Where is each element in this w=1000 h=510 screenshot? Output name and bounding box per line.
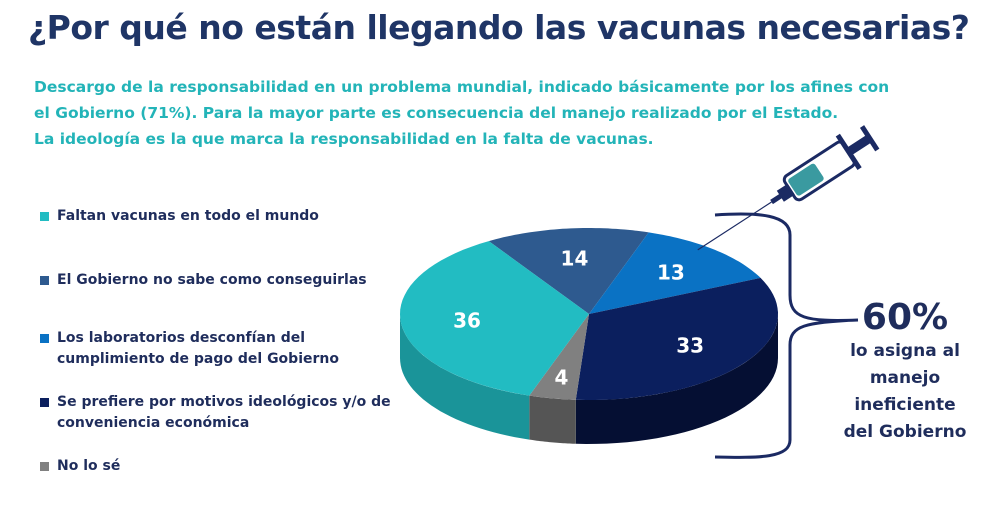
legend-item: El Gobierno no sabe como conseguirlas [40,270,420,291]
annotation-line: lo asigna al [850,341,960,361]
annotation-percent: 60% [861,297,949,338]
pie-side [575,314,778,444]
subtitle-line: La ideología es la que marca la responsa… [34,130,654,148]
legend-swatch [40,276,49,285]
subtitle: Descargo de la responsabilidad en un pro… [34,74,889,152]
annotation-line: manejo [869,368,941,388]
brace [714,212,859,459]
annotation-line: del Gobierno [843,422,967,442]
legend-swatch [40,334,49,343]
legend-item: Faltan vacunas en todo el mundo [40,206,420,227]
annotation-line: ineficiente [854,395,956,415]
pie-slice [529,314,589,400]
data-label: 13 [657,260,685,284]
pie-side [400,314,530,440]
legend-label: Los laboratorios desconfían del cumplimie… [57,330,339,367]
pie-slice [400,241,589,396]
data-label: 36 [453,309,481,333]
data-label: 4 [555,365,569,389]
legend-label: Se prefiere por motivos ideológicos y/o … [57,394,391,431]
legend-item: No lo sé [40,456,420,477]
syringe-icon [697,125,880,251]
legend-swatch [40,398,49,407]
legend-label: El Gobierno no sabe como conseguirlas [57,272,367,288]
data-label: 33 [676,334,704,358]
pie-slice [575,277,778,400]
legend-item: Los laboratorios desconfían del cumplimie… [40,328,420,370]
page-title: ¿Por qué no están llegando las vacunas n… [28,8,970,47]
pie-side [529,395,576,444]
annotation: 60% lo asigna al manejo ineficiente del … [830,298,980,446]
legend-label: No lo sé [57,458,121,474]
subtitle-line: el Gobierno (71%). Para la mayor parte e… [34,104,839,122]
data-label: 14 [561,246,589,270]
legend-swatch [40,462,49,471]
legend-item: Se prefiere por motivos ideológicos y/o … [40,392,420,434]
legend-label: Faltan vacunas en todo el mundo [57,208,319,224]
pie-slice [488,228,649,314]
subtitle-line: Descargo de la responsabilidad en un pro… [34,78,890,96]
legend-swatch [40,212,49,221]
pie-slice [589,232,761,314]
